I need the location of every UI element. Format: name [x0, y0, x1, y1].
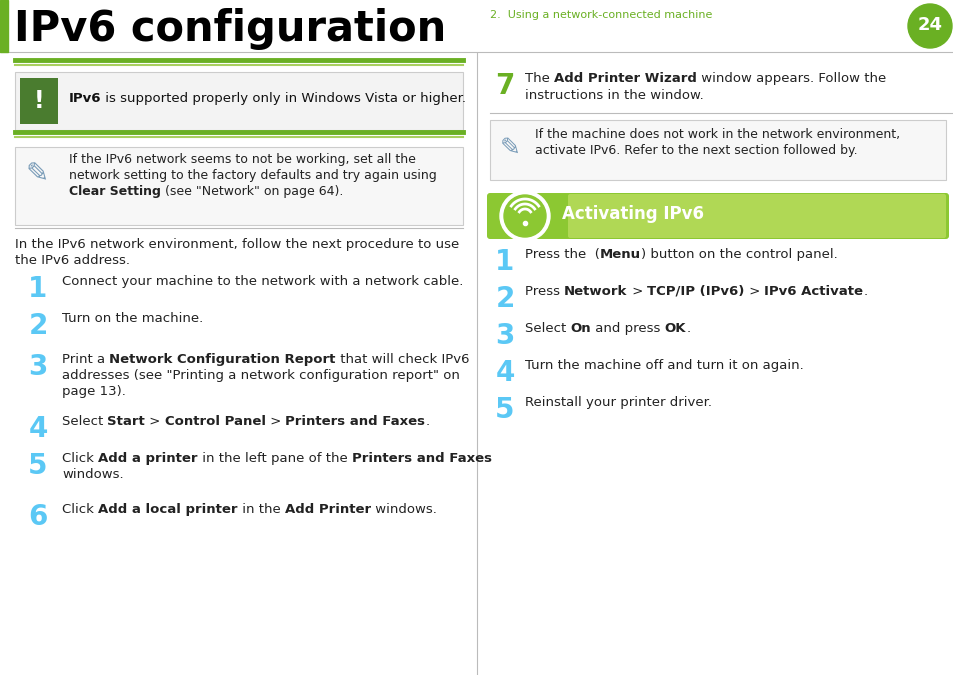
Text: The: The: [524, 72, 554, 85]
Text: (see "Network" on page 64).: (see "Network" on page 64).: [161, 185, 343, 198]
Text: ✎: ✎: [499, 136, 520, 160]
Text: 6: 6: [29, 503, 48, 531]
Text: Turn the machine off and turn it on again.: Turn the machine off and turn it on agai…: [524, 359, 803, 372]
Text: 2: 2: [495, 285, 515, 313]
Text: Select: Select: [62, 415, 108, 428]
Text: 4: 4: [495, 359, 515, 387]
Circle shape: [907, 4, 951, 48]
Text: that will check IPv6: that will check IPv6: [335, 353, 469, 366]
Text: 1: 1: [495, 248, 514, 276]
Circle shape: [503, 195, 545, 237]
Text: Clear Setting: Clear Setting: [69, 185, 161, 198]
Text: 24: 24: [917, 16, 942, 34]
Text: 7: 7: [495, 72, 515, 100]
Text: Add a local printer: Add a local printer: [98, 503, 237, 516]
Text: Network Configuration Report: Network Configuration Report: [110, 353, 335, 366]
Text: In the IPv6 network environment, follow the next procedure to use: In the IPv6 network environment, follow …: [15, 238, 458, 251]
Text: network setting to the factory defaults and try again using: network setting to the factory defaults …: [69, 169, 436, 182]
Text: 2: 2: [29, 312, 48, 340]
Text: .: .: [685, 322, 690, 335]
Text: .: .: [425, 415, 429, 428]
Text: the IPv6 address.: the IPv6 address.: [15, 254, 130, 267]
Text: windows.: windows.: [371, 503, 436, 516]
Text: in the: in the: [237, 503, 284, 516]
Bar: [20, 78, 58, 124]
Text: and press: and press: [591, 322, 664, 335]
Text: >: >: [266, 415, 285, 428]
Text: ) button on the control panel.: ) button on the control panel.: [640, 248, 837, 261]
Text: Printers and Faxes: Printers and Faxes: [285, 415, 425, 428]
Text: Add Printer: Add Printer: [284, 503, 371, 516]
Text: Print a: Print a: [62, 353, 110, 366]
Text: 5: 5: [495, 396, 515, 424]
Text: !: !: [33, 89, 44, 113]
Text: Select: Select: [524, 322, 570, 335]
Text: Network: Network: [563, 285, 627, 298]
Text: Reinstall your printer driver.: Reinstall your printer driver.: [524, 396, 711, 409]
FancyBboxPatch shape: [486, 193, 948, 239]
Bar: [0, 0, 8, 52]
Text: Click: Click: [62, 503, 98, 516]
Text: 3: 3: [495, 322, 515, 350]
Text: Turn on the machine.: Turn on the machine.: [62, 312, 203, 325]
Text: activate IPv6. Refer to the next section followed by.: activate IPv6. Refer to the next section…: [535, 144, 857, 157]
Text: Click: Click: [62, 452, 98, 465]
Text: 1: 1: [29, 275, 48, 303]
Text: If the IPv6 network seems to not be working, set all the: If the IPv6 network seems to not be work…: [69, 153, 416, 166]
Text: IPv6 configuration: IPv6 configuration: [14, 8, 446, 50]
Text: IPv6 Activate: IPv6 Activate: [763, 285, 862, 298]
Text: 4: 4: [29, 415, 48, 443]
Text: in the left pane of the: in the left pane of the: [197, 452, 352, 465]
FancyBboxPatch shape: [567, 194, 945, 238]
Bar: [15, 147, 462, 225]
Bar: [15, 72, 462, 130]
Text: window appears. Follow the: window appears. Follow the: [697, 72, 885, 85]
Text: Add Printer Wizard: Add Printer Wizard: [554, 72, 697, 85]
Text: windows.: windows.: [62, 468, 124, 481]
Text: >: >: [627, 285, 646, 298]
Text: page 13).: page 13).: [62, 385, 126, 398]
Text: IPv6: IPv6: [69, 92, 101, 105]
Text: Activating IPv6: Activating IPv6: [561, 205, 703, 223]
Text: Printers and Faxes: Printers and Faxes: [352, 452, 491, 465]
Text: Control Panel: Control Panel: [165, 415, 266, 428]
Text: 5: 5: [29, 452, 48, 480]
Text: addresses (see "Printing a network configuration report" on: addresses (see "Printing a network confi…: [62, 369, 459, 382]
Circle shape: [499, 191, 550, 241]
Text: If the machine does not work in the network environment,: If the machine does not work in the netw…: [535, 128, 900, 141]
Text: TCP/IP (IPv6): TCP/IP (IPv6): [646, 285, 744, 298]
Text: OK: OK: [664, 322, 685, 335]
Text: Menu: Menu: [599, 248, 640, 261]
Text: Connect your machine to the network with a network cable.: Connect your machine to the network with…: [62, 275, 463, 288]
Text: On: On: [570, 322, 591, 335]
Text: >: >: [145, 415, 165, 428]
Text: is supported properly only in Windows Vista or higher.: is supported properly only in Windows Vi…: [101, 92, 466, 105]
Bar: [490, 120, 945, 180]
Text: 2.  Using a network-connected machine: 2. Using a network-connected machine: [490, 10, 712, 20]
Text: Start: Start: [108, 415, 145, 428]
Text: 3: 3: [29, 353, 48, 381]
Text: ✎: ✎: [26, 160, 49, 188]
Text: instructions in the window.: instructions in the window.: [524, 89, 703, 102]
Text: Press: Press: [524, 285, 563, 298]
Text: >: >: [744, 285, 763, 298]
Text: Add a printer: Add a printer: [98, 452, 197, 465]
Text: Press the  (: Press the (: [524, 248, 599, 261]
Text: .: .: [862, 285, 866, 298]
